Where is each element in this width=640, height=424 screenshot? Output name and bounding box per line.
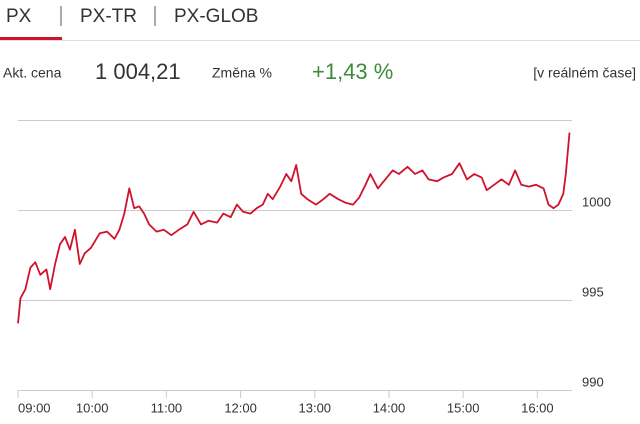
change-label: Změna % xyxy=(212,65,272,81)
tab[interactable]: PX-GLOB xyxy=(174,6,258,27)
x-tick-label: 09:00 xyxy=(18,400,51,415)
x-tick-label: 16:00 xyxy=(521,400,554,415)
price-line xyxy=(17,132,571,324)
x-tick-label: 14:00 xyxy=(373,400,406,415)
x-tick-label: 13:00 xyxy=(299,400,332,415)
y-tick-label: 1000 xyxy=(582,194,611,209)
x-tick-label: 15:00 xyxy=(447,400,480,415)
change: +1,43 % xyxy=(312,59,393,84)
price: 1 004,21 xyxy=(95,59,181,84)
tab[interactable]: PX-TR xyxy=(80,6,137,27)
y-tick-label: 990 xyxy=(582,374,604,389)
x-tick-label: 12:00 xyxy=(224,400,257,415)
realtime-note: [v reálném čase] xyxy=(533,65,636,81)
active-tab-indicator xyxy=(0,37,62,40)
x-tick-label: 11:00 xyxy=(151,400,183,415)
price-label: Akt. cena xyxy=(3,65,62,81)
x-tick-label: 10:00 xyxy=(76,400,109,415)
y-tick-label: 995 xyxy=(582,284,604,299)
tab[interactable]: PX xyxy=(6,6,32,27)
